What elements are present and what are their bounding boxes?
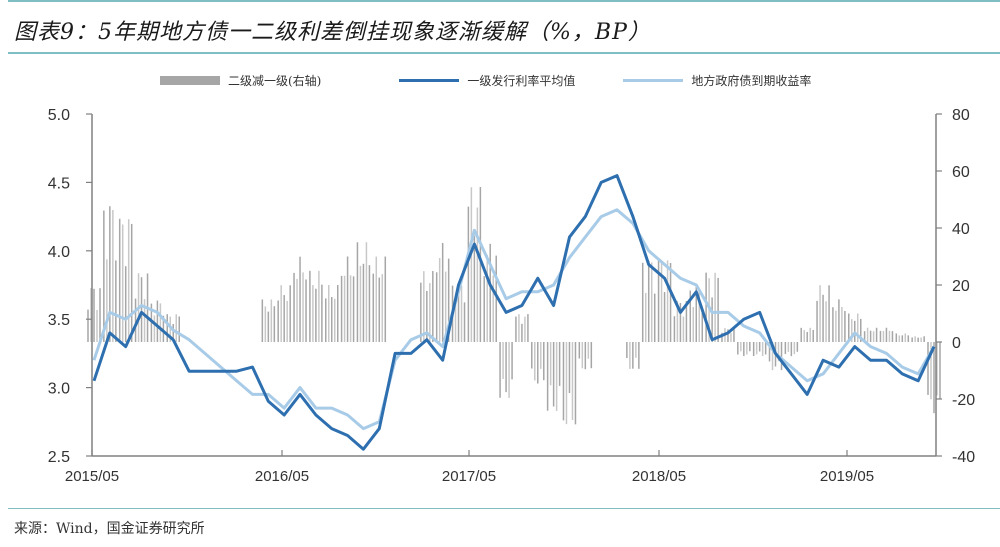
title-rule	[8, 52, 1000, 54]
footer-rule	[8, 508, 1000, 509]
legend-label: 地方政府债到期收益率	[691, 74, 812, 88]
left-tick-label: 4.5	[48, 175, 70, 192]
legend-item-secondary-yield: 地方政府债到期收益率	[623, 72, 811, 89]
legend-swatch-dark-line-icon	[399, 79, 460, 82]
secondary-yield-line	[92, 208, 936, 431]
x-tick-label: 2018/05	[632, 468, 686, 485]
x-tick-label: 2019/05	[820, 468, 874, 485]
legend-label: 二级减一级(右轴)	[228, 74, 322, 88]
left-tick-label: 5.0	[48, 107, 70, 124]
source-note: 来源：Wind，国金证券研究所	[14, 521, 205, 537]
right-tick-label: -20	[952, 392, 975, 409]
left-tick-label: 2.5	[48, 449, 70, 466]
right-tick-label: 20	[952, 278, 970, 295]
right-tick-label: 40	[952, 221, 970, 238]
legend-label: 一级发行利率平均值	[467, 74, 576, 88]
left-tick-label: 4.0	[48, 244, 70, 261]
top-rule	[8, 0, 1000, 2]
legend-swatch-light-line-icon	[623, 79, 684, 82]
right-tick-label: 80	[952, 107, 970, 124]
legend-item-spread: 二级减一级(右轴)	[160, 72, 321, 89]
x-tick-label: 2016/05	[255, 468, 309, 485]
right-tick-label: 60	[952, 164, 970, 181]
legend: 二级减一级(右轴) 一级发行利率平均值 地方政府债到期收益率	[160, 72, 811, 89]
right-tick-label: -40	[952, 449, 975, 466]
legend-item-primary-rate: 一级发行利率平均值	[399, 72, 575, 89]
x-tick-label: 2015/05	[65, 468, 119, 485]
chart-title: 图表9：5年期地方债一二级利差倒挂现象逐渐缓解（%，BP）	[14, 20, 651, 45]
right-tick-label: 0	[952, 335, 961, 352]
x-tick-label: 2017/05	[442, 468, 496, 485]
left-tick-label: 3.5	[48, 312, 70, 329]
legend-swatch-bar-icon	[160, 76, 220, 85]
left-tick-label: 3.0	[48, 381, 70, 398]
primary-rate-line	[92, 174, 936, 451]
